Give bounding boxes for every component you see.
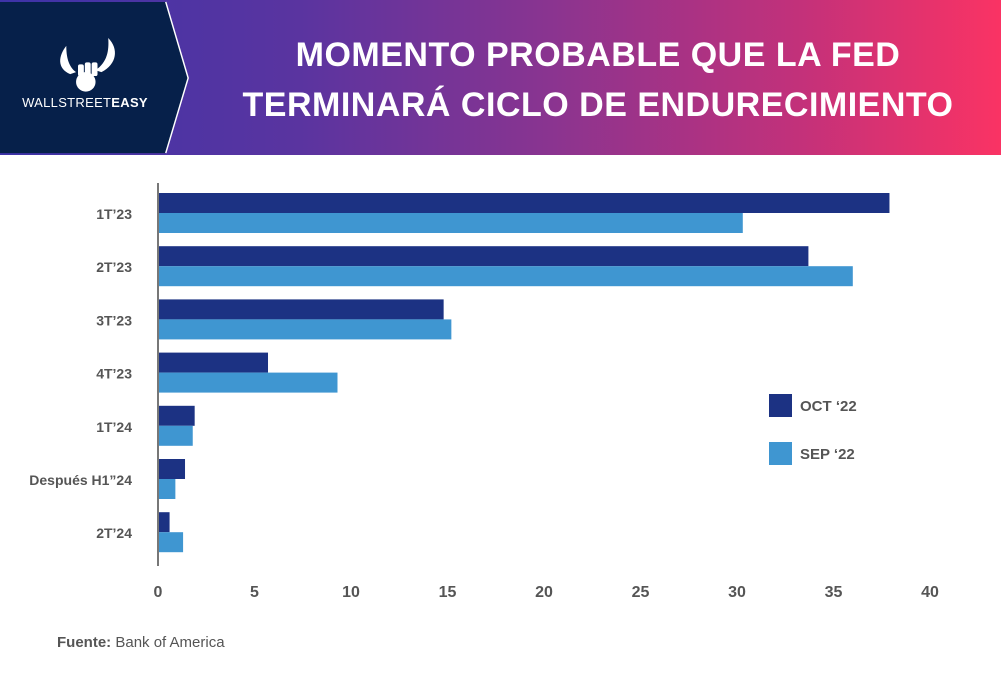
- x-tick-label: 5: [250, 584, 259, 601]
- y-tick-labels: 1T’23 2T’23 3T’23 4T’23 1T’24 Después H1”24 2T…: [29, 206, 132, 541]
- bar-sep-1: [158, 266, 853, 287]
- legend: OCT ‘22 SEP ‘22: [769, 394, 857, 465]
- bar-sep-2: [158, 319, 452, 340]
- bar-oct-3: [158, 352, 269, 373]
- x-tick-labels: 0 5 10 15 20 25 30 35 40: [154, 584, 939, 601]
- legend-label-oct: OCT ‘22: [800, 398, 857, 415]
- page-title: MOMENTO PROBABLE QUE LA FED TERMINARÁ CI…: [195, 30, 1001, 130]
- bar-oct-5: [158, 459, 186, 479]
- y-tick-label: 1T’24: [96, 419, 132, 435]
- y-tick-label: 4T’23: [96, 366, 132, 382]
- header-banner: WALLSTREETEASY MOMENTO PROBABLE QUE LA F…: [0, 0, 1001, 155]
- brand-bold: EASY: [111, 95, 148, 110]
- x-tick-label: 40: [921, 584, 939, 601]
- brand-light: WALLSTREET: [22, 95, 112, 110]
- y-tick-label: 2T’23: [96, 259, 132, 275]
- y-tick-label: 2T’24: [96, 525, 132, 541]
- x-tick-label: 10: [342, 584, 360, 601]
- bull-fist-logo-icon: [60, 38, 115, 92]
- title-line-1: MOMENTO PROBABLE QUE LA FED: [295, 36, 901, 74]
- bar-sep-0: [158, 213, 743, 233]
- source-note: Fuente: Bank of America: [57, 634, 225, 651]
- bar-oct-6: [158, 512, 170, 533]
- logo-panel: [0, 1, 189, 154]
- bar-sep-3: [158, 372, 338, 393]
- legend-swatch-sep: [769, 442, 792, 465]
- x-tick-label: 30: [728, 584, 746, 601]
- legend-label-sep: SEP ‘22: [800, 446, 855, 463]
- y-tick-label: 3T’23: [96, 312, 132, 328]
- title-line-2: TERMINARÁ CICLO DE ENDURECIMIENTO: [242, 86, 954, 124]
- legend-swatch-oct: [769, 394, 792, 417]
- bar-oct-0: [158, 193, 890, 213]
- bars-group: [158, 193, 890, 553]
- x-tick-label: 20: [535, 584, 553, 601]
- bar-oct-2: [158, 299, 444, 320]
- x-tick-label: 15: [439, 584, 457, 601]
- source-label: Fuente:: [57, 634, 112, 651]
- bar-oct-4: [158, 405, 195, 426]
- y-tick-label: 1T’23: [96, 206, 132, 222]
- brand-wordmark: WALLSTREETEASY: [0, 95, 170, 110]
- bar-oct-1: [158, 246, 809, 267]
- x-tick-label: 25: [632, 584, 650, 601]
- bar-sep-6: [158, 532, 184, 553]
- x-tick-label: 0: [154, 584, 163, 601]
- y-tick-label: Después H1”24: [29, 472, 132, 488]
- bar-sep-5: [158, 479, 176, 499]
- bar-sep-4: [158, 425, 193, 446]
- source-value: Bank of America: [115, 634, 225, 651]
- x-tick-label: 35: [825, 584, 843, 601]
